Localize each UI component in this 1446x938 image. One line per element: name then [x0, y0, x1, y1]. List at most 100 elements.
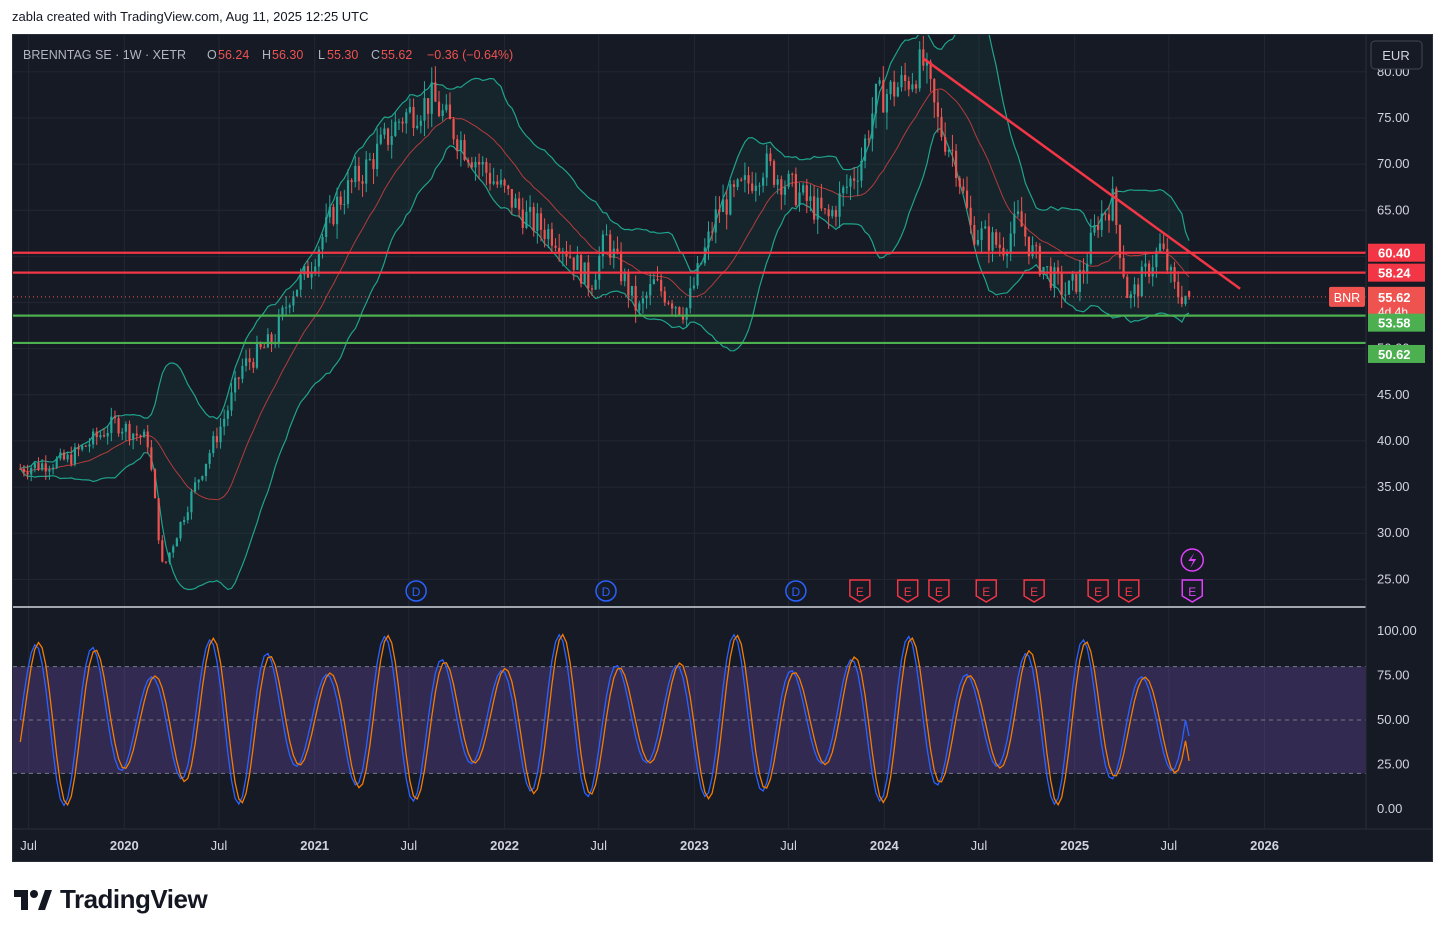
- candle-body: [41, 463, 44, 470]
- candle-body: [842, 187, 845, 194]
- candle: [554, 238, 557, 252]
- candle: [41, 459, 44, 472]
- legend-open: 56.24: [218, 48, 249, 62]
- candle: [172, 544, 175, 558]
- horizontal-levels[interactable]: [13, 251, 1366, 345]
- candle-body: [92, 431, 95, 445]
- candle: [332, 203, 335, 227]
- candle: [434, 66, 437, 102]
- candle: [1027, 236, 1031, 265]
- candle-body: [812, 196, 816, 220]
- candle-body: [823, 208, 827, 210]
- candle-body: [882, 80, 885, 113]
- earnings-marker-icon: [1181, 579, 1204, 603]
- candle: [193, 477, 197, 494]
- event-marker[interactable]: E: [849, 579, 871, 603]
- candle-body: [969, 207, 972, 226]
- candle-body: [1038, 246, 1041, 275]
- candle: [667, 300, 670, 306]
- event-marker[interactable]: D: [595, 580, 617, 602]
- event-marker[interactable]: D: [405, 580, 427, 602]
- candle-body: [430, 82, 433, 114]
- candle: [951, 134, 954, 167]
- candle: [26, 464, 29, 480]
- candle-body: [386, 128, 390, 145]
- candle: [263, 343, 266, 349]
- symbol-tag-bg: [1329, 286, 1365, 307]
- event-marker[interactable]: E: [1181, 579, 1204, 603]
- candle-body: [303, 266, 306, 275]
- candle: [190, 488, 193, 520]
- candle: [936, 90, 939, 133]
- candle-body: [853, 178, 856, 181]
- candle: [736, 178, 739, 191]
- candle-body: [714, 209, 717, 233]
- candle-body: [914, 84, 918, 89]
- candle-body: [780, 179, 783, 195]
- currency-button[interactable]: EUR: [1370, 40, 1423, 70]
- candle-body: [987, 226, 990, 251]
- candle: [139, 434, 142, 445]
- candle-body: [372, 159, 375, 170]
- last-price-tag-bg: [1368, 286, 1425, 319]
- candle-body: [128, 423, 131, 440]
- candle-body: [230, 392, 233, 411]
- earnings-marker-icon: [1023, 579, 1045, 603]
- candle-body: [346, 180, 350, 205]
- candle: [252, 357, 255, 374]
- candle: [711, 221, 714, 241]
- candle: [226, 405, 229, 426]
- candle: [776, 174, 779, 195]
- candle-body: [652, 279, 655, 285]
- candle: [81, 444, 84, 452]
- osc-tick-label: 75.00: [1377, 668, 1410, 683]
- candle-body: [820, 197, 823, 209]
- candle: [973, 216, 976, 247]
- candle-body: [368, 159, 371, 161]
- candle-body: [405, 112, 408, 124]
- event-marker[interactable]: D: [785, 580, 807, 602]
- candle: [809, 184, 812, 212]
- candle-body: [37, 463, 40, 470]
- candle-body: [201, 476, 204, 480]
- candle-body: [223, 418, 226, 427]
- trendline[interactable]: [922, 57, 1241, 290]
- candle: [295, 289, 299, 297]
- candle-body: [121, 431, 124, 434]
- candle: [605, 224, 608, 236]
- candle: [488, 163, 492, 191]
- candle-body: [721, 199, 725, 212]
- candle: [477, 153, 481, 179]
- event-marker[interactable]: E: [1023, 579, 1045, 603]
- time-tick-label: Jul: [1161, 838, 1178, 853]
- event-marker[interactable]: E: [1087, 579, 1109, 603]
- candle: [463, 134, 466, 162]
- candle-body: [689, 288, 692, 309]
- candle-body: [1067, 280, 1071, 295]
- candle-body: [1009, 233, 1012, 253]
- candle-body: [991, 232, 994, 251]
- price-tick-label: 25.00: [1377, 571, 1410, 586]
- candle-body: [1126, 276, 1129, 299]
- candle-body: [590, 288, 594, 290]
- event-marker[interactable]: E: [975, 579, 998, 603]
- candle-body: [802, 185, 805, 193]
- candle: [1173, 261, 1176, 289]
- candle-body: [827, 209, 830, 217]
- candle: [1053, 262, 1056, 298]
- event-marker[interactable]: E: [896, 579, 919, 603]
- candle-body: [900, 75, 903, 88]
- candle: [663, 286, 666, 306]
- candle-body: [849, 178, 852, 187]
- candle-body: [976, 239, 980, 245]
- candle-body: [933, 79, 936, 103]
- event-marker[interactable]: E: [928, 579, 950, 603]
- ohlc-legend: BRENNTAG SE · 1W · XETR O 56.24 H 56.30 …: [23, 48, 513, 62]
- candle: [747, 166, 750, 195]
- event-marker[interactable]: E: [1118, 579, 1140, 603]
- candle-body: [474, 161, 477, 168]
